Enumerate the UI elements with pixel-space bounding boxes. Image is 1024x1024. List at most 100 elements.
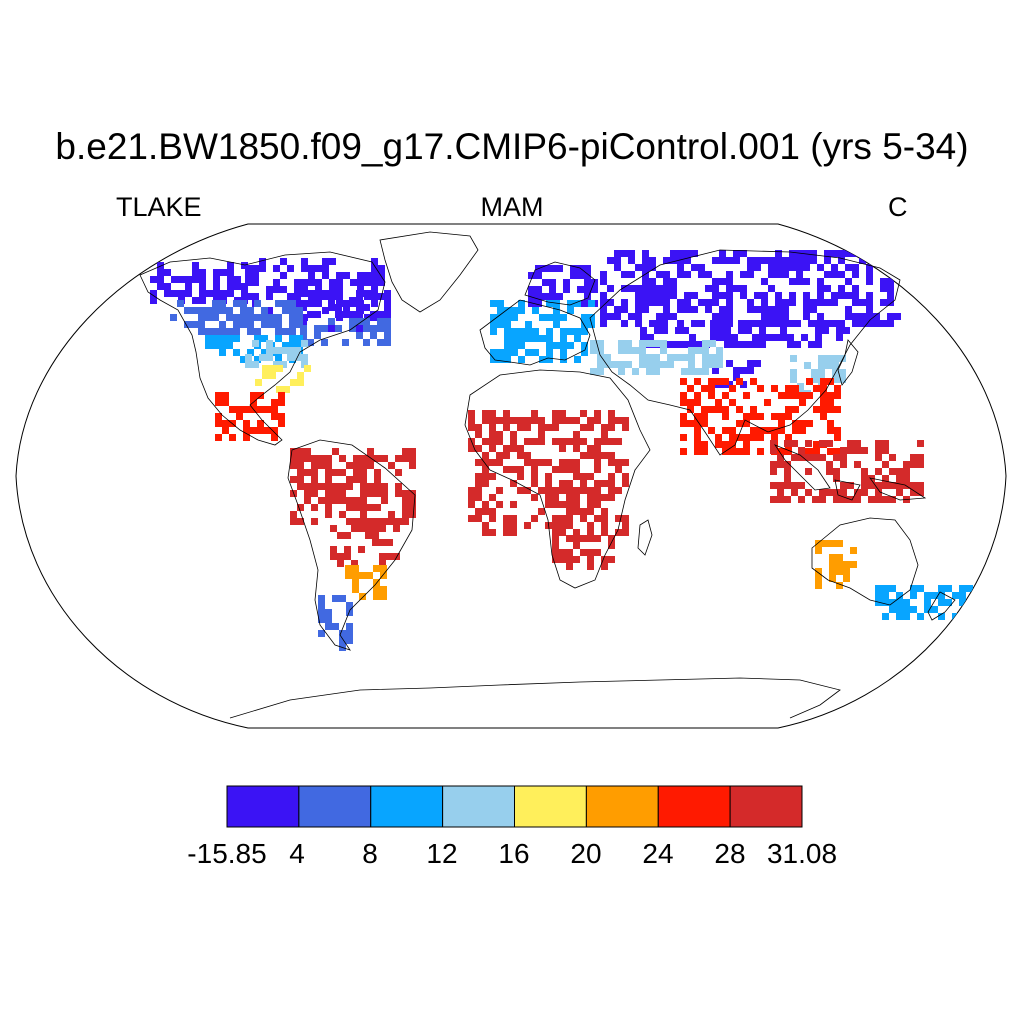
grid-cell bbox=[608, 417, 615, 424]
grid-cell bbox=[178, 276, 185, 283]
grid-cell bbox=[538, 508, 545, 515]
grid-cell bbox=[622, 522, 629, 529]
grid-cell bbox=[360, 511, 367, 518]
grid-cell bbox=[601, 480, 608, 487]
grid-cell bbox=[615, 466, 622, 473]
grid-cell bbox=[282, 307, 289, 314]
grid-cell bbox=[243, 406, 250, 413]
grid-cell bbox=[252, 293, 259, 300]
grid-cell bbox=[852, 299, 859, 306]
grid-cell bbox=[339, 637, 346, 644]
grid-cell bbox=[966, 585, 973, 592]
grid-cell bbox=[545, 494, 552, 501]
grid-cell bbox=[705, 299, 712, 306]
grid-cell bbox=[614, 313, 621, 320]
grid-cell bbox=[740, 271, 747, 278]
grid-cell bbox=[566, 459, 573, 466]
grid-cell bbox=[233, 314, 240, 321]
grid-cell bbox=[819, 496, 826, 503]
grid-cell bbox=[803, 257, 810, 264]
grid-cell bbox=[729, 441, 736, 448]
grid-cell bbox=[695, 347, 702, 354]
grid-cell bbox=[343, 300, 350, 307]
grid-cell bbox=[560, 335, 567, 342]
grid-cell bbox=[695, 368, 702, 375]
grid-cell bbox=[359, 572, 366, 579]
grid-cell bbox=[287, 265, 294, 272]
grid-cell bbox=[719, 313, 726, 320]
grid-cell bbox=[594, 480, 601, 487]
grid-cell bbox=[245, 279, 252, 286]
grid-cell bbox=[552, 535, 559, 542]
grid-cell bbox=[789, 250, 796, 257]
grid-cell bbox=[777, 461, 784, 468]
grid-cell bbox=[694, 441, 701, 448]
grid-cell bbox=[504, 307, 511, 314]
grid-cell bbox=[325, 497, 332, 504]
grid-cell bbox=[219, 307, 226, 314]
grid-cell bbox=[903, 461, 910, 468]
grid-cell bbox=[574, 335, 581, 342]
grid-cell bbox=[715, 378, 722, 385]
grid-cell bbox=[806, 448, 813, 455]
grid-cell bbox=[205, 314, 212, 321]
grid-cell bbox=[332, 483, 339, 490]
grid-cell bbox=[262, 365, 269, 372]
grid-cell bbox=[475, 480, 482, 487]
grid-cell bbox=[294, 300, 301, 307]
grid-cell bbox=[233, 335, 240, 342]
grid-cell bbox=[300, 332, 307, 339]
grid-cell bbox=[381, 455, 388, 462]
grid-cell bbox=[339, 483, 346, 490]
grid-cell bbox=[531, 459, 538, 466]
grid-cell bbox=[358, 525, 365, 532]
grid-cell bbox=[649, 285, 656, 292]
grid-cell bbox=[726, 360, 733, 367]
grid-cell bbox=[531, 473, 538, 480]
grid-cell bbox=[667, 354, 674, 361]
grid-cell bbox=[687, 420, 694, 427]
grid-cell bbox=[384, 339, 391, 346]
grid-cell bbox=[567, 342, 574, 349]
grid-cell bbox=[542, 293, 549, 300]
grid-cell bbox=[402, 455, 409, 462]
grid-cell bbox=[409, 448, 416, 455]
grid-cell bbox=[567, 300, 574, 307]
grid-cell bbox=[257, 392, 264, 399]
grid-cell bbox=[646, 361, 653, 368]
grid-cell bbox=[784, 468, 791, 475]
grid-cell bbox=[917, 613, 924, 620]
grid-cell bbox=[290, 511, 297, 518]
grid-cell bbox=[789, 264, 796, 271]
grid-cell bbox=[468, 410, 475, 417]
grid-cell bbox=[560, 342, 567, 349]
grid-cell bbox=[681, 368, 688, 375]
grid-cell bbox=[577, 272, 584, 279]
grid-cell bbox=[503, 522, 510, 529]
grid-cell bbox=[708, 406, 715, 413]
grid-cell bbox=[945, 599, 952, 606]
grid-cell bbox=[736, 406, 743, 413]
grid-cell bbox=[791, 482, 798, 489]
grid-cell bbox=[489, 431, 496, 438]
grid-cell bbox=[227, 269, 234, 276]
grid-cell bbox=[866, 299, 873, 306]
grid-cell bbox=[528, 293, 535, 300]
grid-cell bbox=[311, 483, 318, 490]
grid-cell bbox=[777, 489, 784, 496]
grid-cell bbox=[254, 328, 261, 335]
grid-cell bbox=[910, 482, 917, 489]
grid-cell bbox=[552, 501, 559, 508]
grid-cell bbox=[552, 522, 559, 529]
grid-cell bbox=[482, 459, 489, 466]
grid-cell bbox=[591, 286, 598, 293]
grid-cell bbox=[261, 349, 268, 356]
grid-cell bbox=[588, 300, 595, 307]
grid-cell bbox=[618, 340, 625, 347]
grid-cell bbox=[587, 452, 594, 459]
grid-cell bbox=[726, 306, 733, 313]
grid-cell bbox=[332, 490, 339, 497]
grid-cell bbox=[556, 265, 563, 272]
grid-cell bbox=[587, 487, 594, 494]
grid-cell bbox=[266, 293, 273, 300]
